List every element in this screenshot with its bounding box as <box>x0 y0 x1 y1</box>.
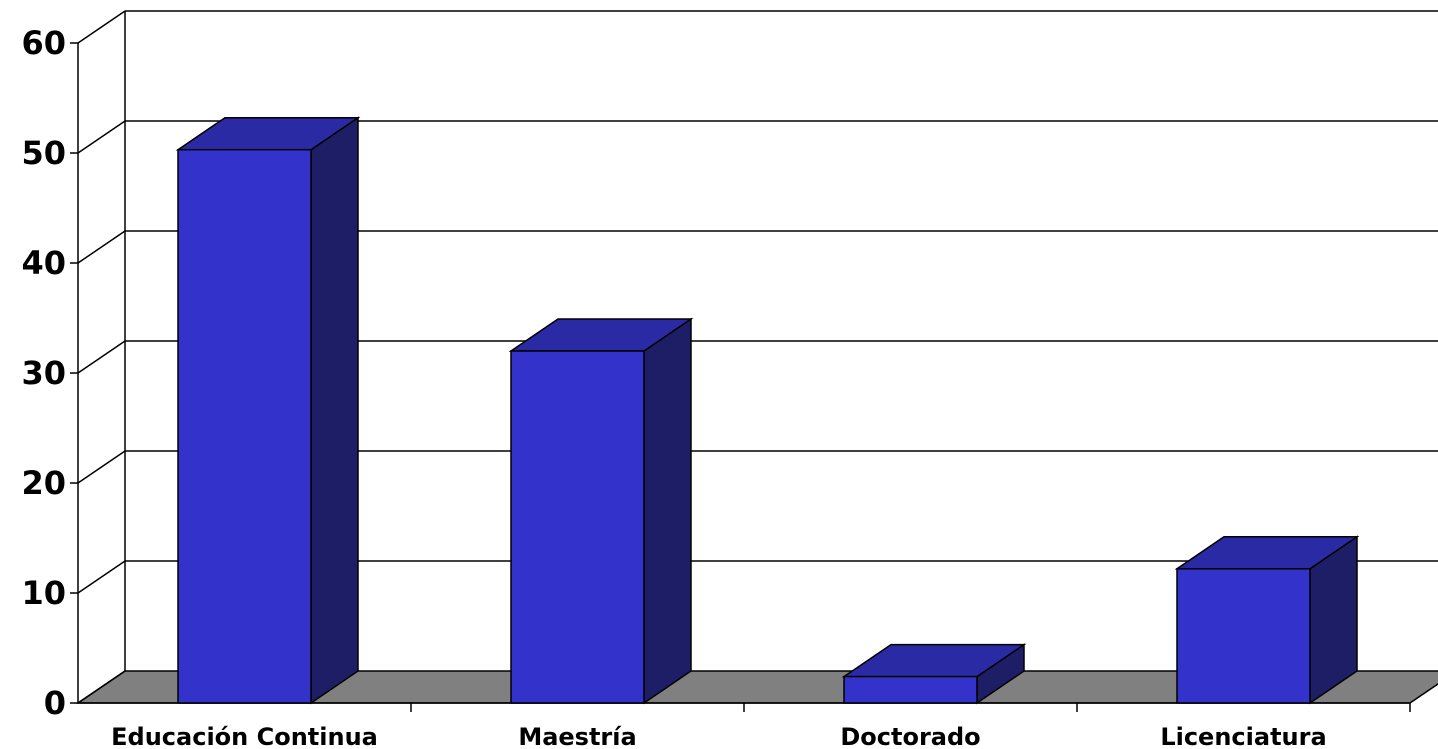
y-tick-label: 0 <box>44 684 66 722</box>
bar-front <box>843 675 978 704</box>
y-tick-label: 40 <box>21 244 66 282</box>
bar <box>175 116 361 705</box>
y-depth-tick <box>77 450 126 484</box>
bar-front <box>510 350 645 704</box>
bar <box>508 317 694 705</box>
x-tick-label: Licenciatura <box>1160 723 1326 749</box>
bar-front <box>177 148 312 704</box>
y-depth-tick <box>77 340 126 374</box>
bar-side <box>310 116 359 705</box>
bar <box>841 643 1027 705</box>
x-tick-label: Maestría <box>518 723 636 749</box>
bar-side <box>643 317 692 705</box>
y-tick-label: 60 <box>21 24 66 62</box>
y-depth-tick <box>77 10 126 44</box>
bar-front <box>1176 568 1311 704</box>
y-depth-tick <box>77 230 126 264</box>
y-tick-label: 10 <box>21 574 66 612</box>
bar <box>1174 535 1360 705</box>
x-tick-label: Educación Continua <box>111 723 378 749</box>
y-tick-label: 20 <box>21 464 66 502</box>
x-tick-label: Doctorado <box>840 723 980 749</box>
y-depth-tick <box>77 120 126 154</box>
y-depth-tick <box>77 670 126 704</box>
y-depth-tick <box>77 560 126 594</box>
y-tick-label: 50 <box>21 134 66 172</box>
y-tick-label: 30 <box>21 354 66 392</box>
